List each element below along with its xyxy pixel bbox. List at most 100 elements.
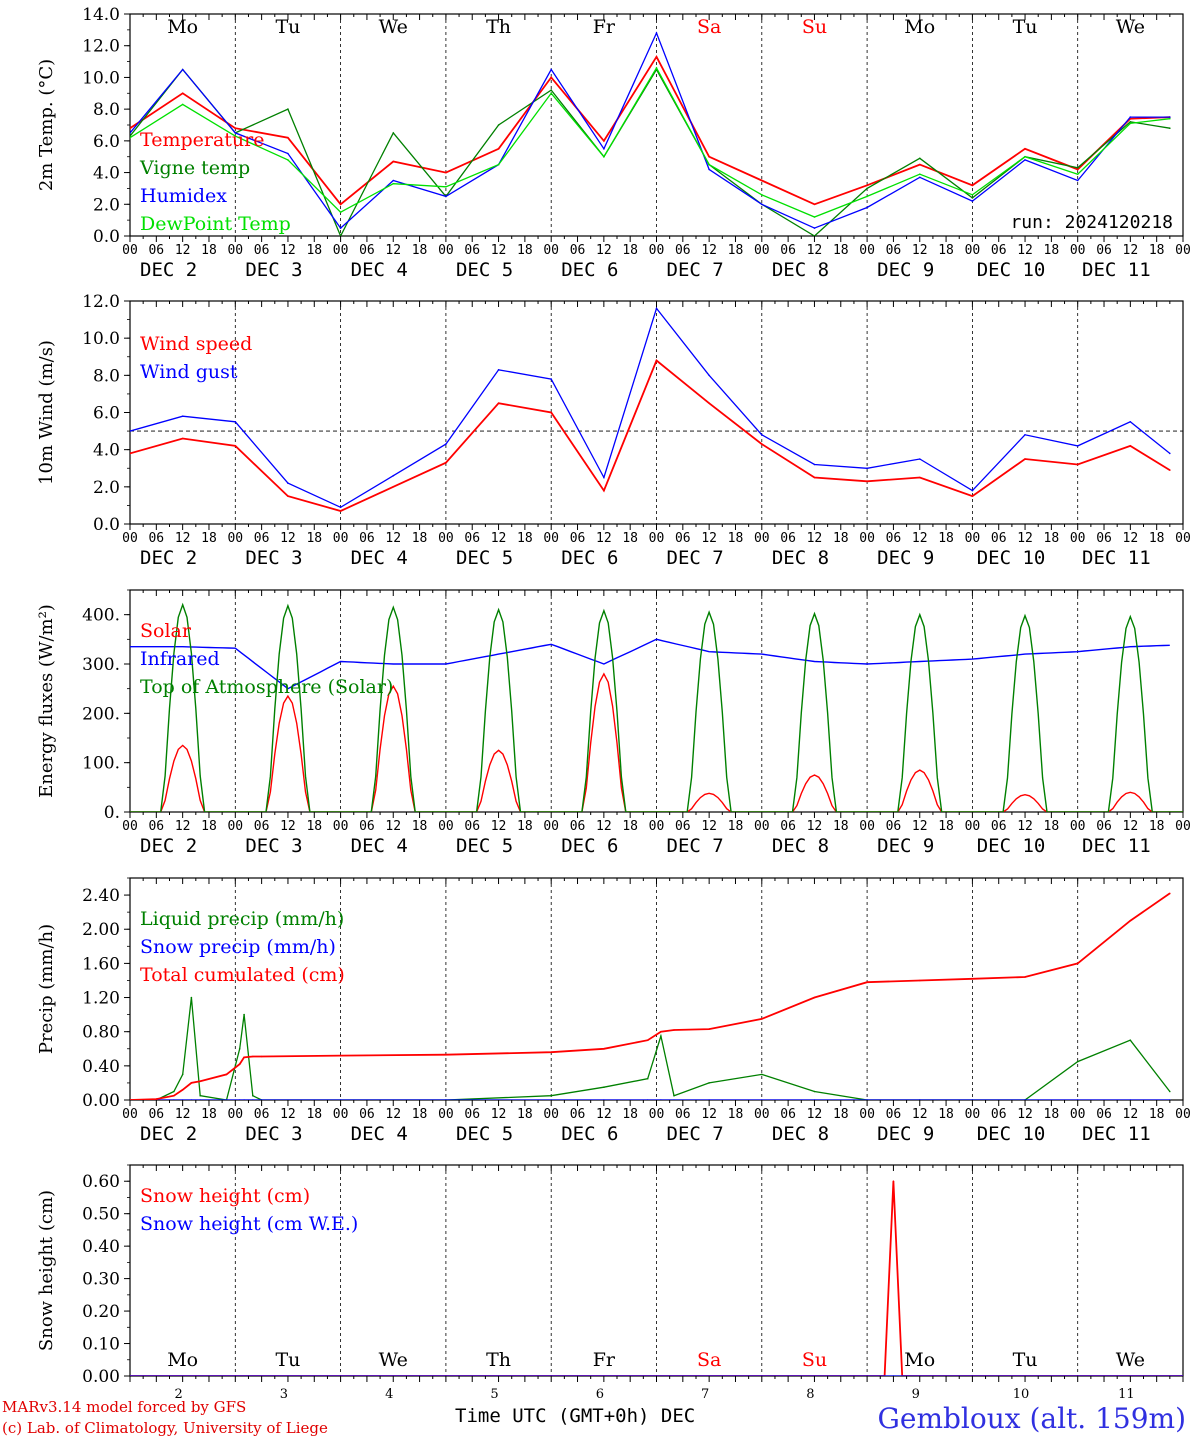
series-line-liquid-precip-mm-h-	[130, 997, 1171, 1100]
hour-tick-label: 12	[491, 531, 507, 546]
hour-tick-label: 12	[1017, 819, 1033, 834]
hour-tick-label: 06	[570, 531, 586, 546]
hour-tick-label: 18	[833, 1107, 849, 1122]
data-point	[1024, 155, 1026, 158]
date-label: DEC 7	[667, 547, 724, 569]
data-point	[238, 1099, 241, 1100]
data-point	[813, 216, 816, 218]
hour-tick-label: 00	[438, 243, 454, 258]
date-label: DEC 4	[351, 547, 408, 569]
x-axis-title: Time UTC (GMT+0h) DEC	[455, 1405, 696, 1427]
hour-tick-label: 12	[491, 1107, 507, 1122]
y-axis-label: Snow height (cm)	[36, 1190, 57, 1351]
legend-entry: Snow precip (mm/h)	[140, 936, 336, 958]
hour-tick-label: 18	[622, 243, 638, 258]
data-point	[1129, 122, 1132, 125]
date-label: DEC 3	[245, 1123, 302, 1145]
date-label: DEC 7	[667, 1123, 724, 1145]
hour-tick-label: 06	[254, 243, 270, 258]
hour-tick-label: 06	[464, 819, 480, 834]
hour-tick-label: 18	[833, 819, 849, 834]
hour-tick-label: 12	[807, 1107, 823, 1122]
hour-tick-label: 12	[280, 243, 296, 258]
data-point	[1024, 159, 1026, 161]
data-point	[497, 369, 500, 371]
data-point	[761, 1099, 763, 1100]
date-label: DEC 11	[1082, 547, 1151, 569]
data-point	[550, 411, 552, 414]
hour-tick-label: 06	[464, 1107, 480, 1122]
y-tick-label: 100.	[82, 754, 120, 774]
hour-tick-label: 12	[596, 243, 612, 258]
hour-tick-label: 12	[807, 531, 823, 546]
data-point	[497, 163, 500, 166]
data-point	[866, 1099, 868, 1100]
hour-tick-label: 06	[570, 1107, 586, 1122]
hour-tick-label: 00	[543, 531, 559, 546]
model-credit: MARv3.14 model forced by GFS	[2, 1398, 247, 1416]
hour-tick-label: 12	[175, 819, 191, 834]
hour-tick-label: 12	[701, 819, 717, 834]
hour-tick-label: 18	[412, 243, 428, 258]
legend-entry: Vigne temp	[139, 157, 250, 179]
data-point	[130, 127, 131, 129]
weekday-label: We	[1116, 1349, 1145, 1371]
data-point	[1024, 148, 1026, 150]
hour-tick-label: 00	[649, 531, 665, 546]
data-point	[287, 108, 289, 110]
series-line-infrared	[130, 638, 1170, 690]
hour-tick-label: 00	[754, 531, 770, 546]
hour-tick-label: 18	[201, 243, 217, 258]
weekday-label: Sa	[697, 16, 721, 38]
hour-tick-label: 18	[1149, 819, 1165, 834]
hour-tick-label: 18	[728, 531, 744, 546]
day-number: 8	[806, 1387, 814, 1402]
y-tick-label: 0.80	[82, 1023, 120, 1043]
data-point	[708, 1028, 710, 1030]
hour-tick-label: 12	[596, 531, 612, 546]
hour-tick-label: 06	[254, 819, 270, 834]
data-point	[252, 1094, 254, 1097]
hour-tick-label: 18	[517, 1107, 533, 1122]
data-point	[445, 461, 447, 464]
date-label: DEC 10	[977, 1123, 1046, 1145]
data-point	[1169, 127, 1171, 129]
date-label: DEC 5	[456, 547, 513, 569]
panel-5	[124, 1164, 1184, 1382]
data-point	[130, 1099, 131, 1100]
data-point	[866, 480, 868, 483]
hour-tick-label: 12	[1017, 531, 1033, 546]
hour-tick-label: 06	[991, 243, 1007, 258]
data-point	[181, 92, 184, 95]
data-point	[243, 1099, 245, 1100]
hour-tick-label: 00	[965, 531, 981, 546]
data-point	[234, 421, 237, 423]
hour-tick-label: 06	[991, 1107, 1007, 1122]
data-point	[339, 211, 342, 213]
data-point	[673, 1094, 675, 1097]
y-tick-label: 12.0	[82, 292, 120, 312]
hour-tick-label: 00	[543, 819, 559, 834]
data-point	[761, 434, 763, 436]
data-point	[603, 148, 605, 150]
data-point	[813, 203, 816, 206]
hour-tick-label: 18	[517, 819, 533, 834]
y-tick-label: 10.0	[82, 329, 120, 349]
date-label: DEC 9	[877, 835, 934, 857]
y-tick-label: 1.20	[82, 989, 120, 1009]
hour-tick-label: 12	[912, 243, 928, 258]
date-label: DEC 10	[977, 259, 1046, 281]
hour-tick-label: 06	[464, 531, 480, 546]
data-point	[673, 1099, 675, 1100]
data-point	[550, 1051, 552, 1053]
data-point	[761, 1073, 763, 1076]
hour-tick-label: 06	[359, 1107, 375, 1122]
data-point	[761, 1018, 763, 1020]
data-point	[445, 1099, 447, 1100]
hour-tick-label: 00	[965, 1107, 981, 1122]
hour-tick-label: 18	[833, 243, 849, 258]
data-point	[646, 1077, 649, 1080]
data-point	[234, 127, 237, 129]
weekday-label: Th	[486, 16, 511, 38]
hour-tick-label: 00	[649, 819, 665, 834]
